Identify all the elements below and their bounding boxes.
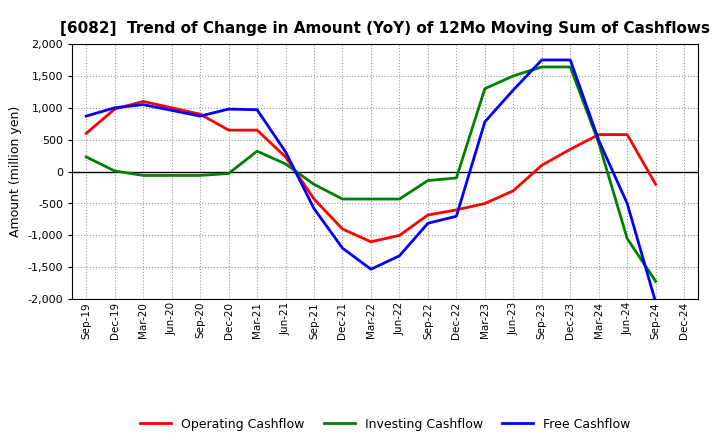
Investing Cashflow — [566, 64, 575, 70]
Free Cashflow — [680, 302, 688, 307]
Operating Cashflow — [225, 128, 233, 133]
Operating Cashflow — [652, 182, 660, 187]
Investing Cashflow — [537, 64, 546, 70]
Operating Cashflow — [423, 213, 432, 218]
Investing Cashflow — [139, 173, 148, 178]
Investing Cashflow — [395, 196, 404, 202]
Y-axis label: Amount (million yen): Amount (million yen) — [9, 106, 22, 237]
Investing Cashflow — [480, 86, 489, 92]
Operating Cashflow — [395, 233, 404, 238]
Free Cashflow — [196, 114, 204, 119]
Investing Cashflow — [623, 236, 631, 241]
Investing Cashflow — [110, 169, 119, 174]
Operating Cashflow — [139, 99, 148, 104]
Free Cashflow — [82, 114, 91, 119]
Free Cashflow — [566, 57, 575, 62]
Operating Cashflow — [537, 162, 546, 168]
Operating Cashflow — [196, 111, 204, 117]
Operating Cashflow — [82, 131, 91, 136]
Line: Operating Cashflow: Operating Cashflow — [86, 101, 656, 242]
Investing Cashflow — [196, 173, 204, 178]
Operating Cashflow — [338, 226, 347, 231]
Line: Free Cashflow: Free Cashflow — [86, 60, 684, 304]
Free Cashflow — [395, 253, 404, 258]
Investing Cashflow — [338, 196, 347, 202]
Investing Cashflow — [595, 140, 603, 146]
Operating Cashflow — [452, 207, 461, 213]
Investing Cashflow — [310, 182, 318, 187]
Free Cashflow — [167, 108, 176, 113]
Free Cashflow — [225, 106, 233, 112]
Free Cashflow — [310, 206, 318, 211]
Investing Cashflow — [253, 149, 261, 154]
Operating Cashflow — [566, 147, 575, 152]
Free Cashflow — [537, 57, 546, 62]
Line: Investing Cashflow: Investing Cashflow — [86, 67, 656, 281]
Free Cashflow — [423, 220, 432, 226]
Legend: Operating Cashflow, Investing Cashflow, Free Cashflow: Operating Cashflow, Investing Cashflow, … — [135, 413, 635, 436]
Free Cashflow — [282, 149, 290, 154]
Investing Cashflow — [509, 73, 518, 78]
Operating Cashflow — [595, 132, 603, 137]
Investing Cashflow — [225, 171, 233, 176]
Operating Cashflow — [167, 105, 176, 110]
Operating Cashflow — [509, 188, 518, 194]
Free Cashflow — [452, 214, 461, 219]
Investing Cashflow — [282, 161, 290, 167]
Operating Cashflow — [310, 196, 318, 202]
Investing Cashflow — [423, 178, 432, 183]
Operating Cashflow — [110, 106, 119, 112]
Free Cashflow — [366, 267, 375, 272]
Free Cashflow — [253, 107, 261, 112]
Operating Cashflow — [480, 201, 489, 206]
Free Cashflow — [480, 119, 489, 125]
Investing Cashflow — [652, 279, 660, 284]
Operating Cashflow — [253, 128, 261, 133]
Investing Cashflow — [82, 154, 91, 160]
Operating Cashflow — [623, 132, 631, 137]
Free Cashflow — [595, 138, 603, 143]
Free Cashflow — [623, 201, 631, 206]
Investing Cashflow — [452, 175, 461, 180]
Free Cashflow — [338, 246, 347, 251]
Operating Cashflow — [366, 239, 375, 244]
Free Cashflow — [110, 105, 119, 110]
Title: [6082]  Trend of Change in Amount (YoY) of 12Mo Moving Sum of Cashflows: [6082] Trend of Change in Amount (YoY) o… — [60, 21, 710, 36]
Investing Cashflow — [366, 196, 375, 202]
Investing Cashflow — [167, 173, 176, 178]
Free Cashflow — [139, 102, 148, 107]
Free Cashflow — [509, 87, 518, 92]
Free Cashflow — [652, 300, 660, 305]
Operating Cashflow — [282, 154, 290, 160]
